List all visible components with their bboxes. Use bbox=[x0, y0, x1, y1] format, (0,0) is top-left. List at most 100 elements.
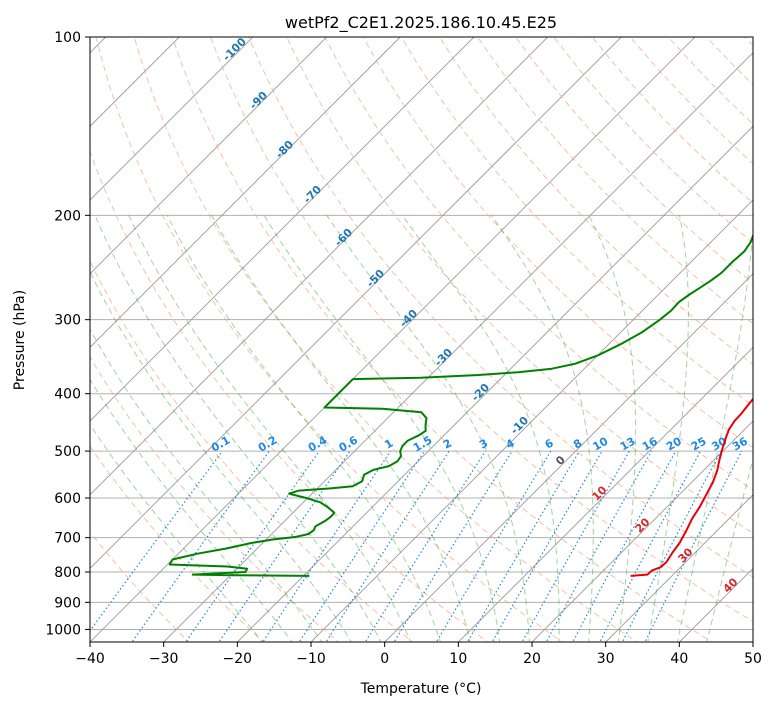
isotherm-line bbox=[90, 37, 328, 275]
mixing-ratio-line bbox=[298, 450, 425, 642]
x-tick-label: −20 bbox=[223, 651, 253, 667]
x-tick-label: 0 bbox=[380, 651, 389, 667]
background-lines bbox=[90, 37, 753, 642]
dry-adiabat-line bbox=[744, 37, 753, 47]
mixing-ratio-line bbox=[435, 450, 552, 642]
temperature-line bbox=[630, 397, 753, 577]
mixing-ratio-line bbox=[90, 450, 223, 632]
moist-adiabat-line bbox=[588, 215, 637, 642]
dry-adiabat-line bbox=[286, 37, 753, 534]
y-tick-label: 100 bbox=[54, 30, 81, 46]
isotherm-label: -100 bbox=[220, 35, 249, 64]
isotherm-line bbox=[90, 37, 475, 422]
isotherm-line bbox=[90, 37, 622, 570]
x-tick-label: −40 bbox=[75, 651, 105, 667]
mixing-ratio-line bbox=[218, 450, 351, 642]
dry-adiabat-line bbox=[248, 37, 753, 578]
y-tick-label: 900 bbox=[54, 595, 81, 611]
isotherm-label: -50 bbox=[364, 267, 387, 290]
isotherm-line bbox=[605, 494, 753, 642]
dry-adiabat-line bbox=[362, 37, 753, 449]
moist-adiabat-line bbox=[90, 423, 264, 642]
plot-frame bbox=[89, 36, 754, 643]
moist-adiabat-line bbox=[647, 215, 689, 642]
x-tick-label: 40 bbox=[670, 651, 688, 667]
x-tick-label: 30 bbox=[597, 651, 615, 667]
moist-adiabat-line bbox=[90, 328, 323, 642]
dry-adiabat-line bbox=[90, 531, 190, 642]
axis-ticks: −40 −30 −20 −10 0 10 20 30 40 50 1000 900 800 700 600 5… bbox=[45, 30, 762, 667]
mixing-ratio-label: 2 bbox=[441, 437, 454, 452]
mixing-ratio-line bbox=[599, 450, 702, 642]
dry-adiabat-line bbox=[553, 37, 753, 244]
isotherm-line bbox=[236, 125, 753, 642]
mixing-ratio-label: 3 bbox=[477, 437, 490, 452]
y-tick-label: 700 bbox=[54, 531, 81, 547]
moist-adiabat-line bbox=[94, 215, 382, 642]
mixing-ratio-line bbox=[325, 450, 450, 642]
isotherm-line bbox=[163, 52, 753, 642]
isotherm-label: 20 bbox=[633, 515, 653, 535]
moist-adiabat-line bbox=[490, 215, 594, 642]
mixing-ratio-label: 4 bbox=[504, 436, 517, 451]
isotherm-line bbox=[531, 420, 753, 642]
isotherm-label: -90 bbox=[247, 89, 270, 112]
dry-adiabat-line bbox=[95, 37, 564, 642]
dry-adiabat-line bbox=[324, 37, 753, 491]
x-tick-label: −10 bbox=[296, 651, 326, 667]
x-axis-label: Temperature (°C) bbox=[360, 681, 482, 697]
dry-adiabat-line bbox=[90, 356, 339, 642]
moist-adiabat-line bbox=[166, 215, 441, 642]
isotherm-label: -40 bbox=[397, 307, 420, 330]
x-tick-label: 50 bbox=[744, 651, 762, 667]
moist-adiabat-line bbox=[90, 270, 352, 642]
moist-adiabat-line bbox=[263, 215, 501, 642]
dry-adiabat-line bbox=[90, 259, 414, 642]
y-tick-label: 400 bbox=[54, 387, 81, 403]
isotherm-label: 40 bbox=[721, 575, 741, 595]
moist-adiabat-line bbox=[128, 215, 412, 642]
y-tick-label: 1000 bbox=[45, 622, 81, 638]
dry-adiabat-line bbox=[438, 37, 753, 366]
y-tick-label: 800 bbox=[54, 565, 81, 581]
isotherm-label: -20 bbox=[469, 381, 492, 404]
x-tick-label: −30 bbox=[149, 651, 179, 667]
isotherm-line bbox=[384, 273, 753, 642]
dry-adiabat-line bbox=[477, 37, 753, 325]
isotherm-line bbox=[310, 199, 753, 642]
isotherm-line bbox=[90, 37, 254, 201]
isotherm-line bbox=[752, 641, 753, 642]
moist-adiabat-line bbox=[211, 215, 471, 642]
x-tick-label: 10 bbox=[449, 651, 467, 667]
dry-adiabat-line bbox=[90, 445, 265, 642]
dry-adiabat-line bbox=[515, 37, 753, 284]
y-tick-label: 300 bbox=[54, 313, 81, 329]
moist-adiabat-line bbox=[401, 215, 560, 642]
dewpoint-line bbox=[168, 233, 753, 577]
y-tick-label: 600 bbox=[54, 491, 81, 507]
x-tick-label: 20 bbox=[523, 651, 541, 667]
isotherm-label: -70 bbox=[301, 183, 324, 206]
isotherm-label: 30 bbox=[676, 545, 696, 565]
dry-adiabat-line bbox=[400, 37, 753, 407]
isotherm-line bbox=[90, 37, 549, 496]
mixing-ratio-line bbox=[621, 450, 722, 642]
dry-adiabat-line bbox=[210, 37, 753, 623]
isotherm-line bbox=[90, 37, 180, 127]
mixing-ratio-label: 6 bbox=[543, 436, 556, 451]
dry-adiabat-line bbox=[171, 37, 713, 642]
mixing-ratio-line bbox=[466, 450, 580, 642]
isotherm-label: -30 bbox=[432, 346, 455, 369]
y-tick-label: 500 bbox=[54, 444, 81, 460]
chart-title: wetPf2_C2E1.2025.186.10.45.E25 bbox=[285, 13, 557, 33]
y-tick-label: 200 bbox=[54, 208, 81, 224]
dry-adiabat-line bbox=[90, 150, 489, 642]
mixing-ratio-line bbox=[572, 450, 677, 642]
mixing-ratio-line bbox=[185, 450, 320, 642]
mixing-ratio-line bbox=[262, 450, 392, 642]
isotherm-label: -60 bbox=[332, 226, 355, 249]
moist-adiabat-line bbox=[706, 457, 753, 642]
mixing-ratio-line bbox=[644, 450, 743, 642]
y-axis-label: Pressure (hPa) bbox=[12, 290, 28, 390]
